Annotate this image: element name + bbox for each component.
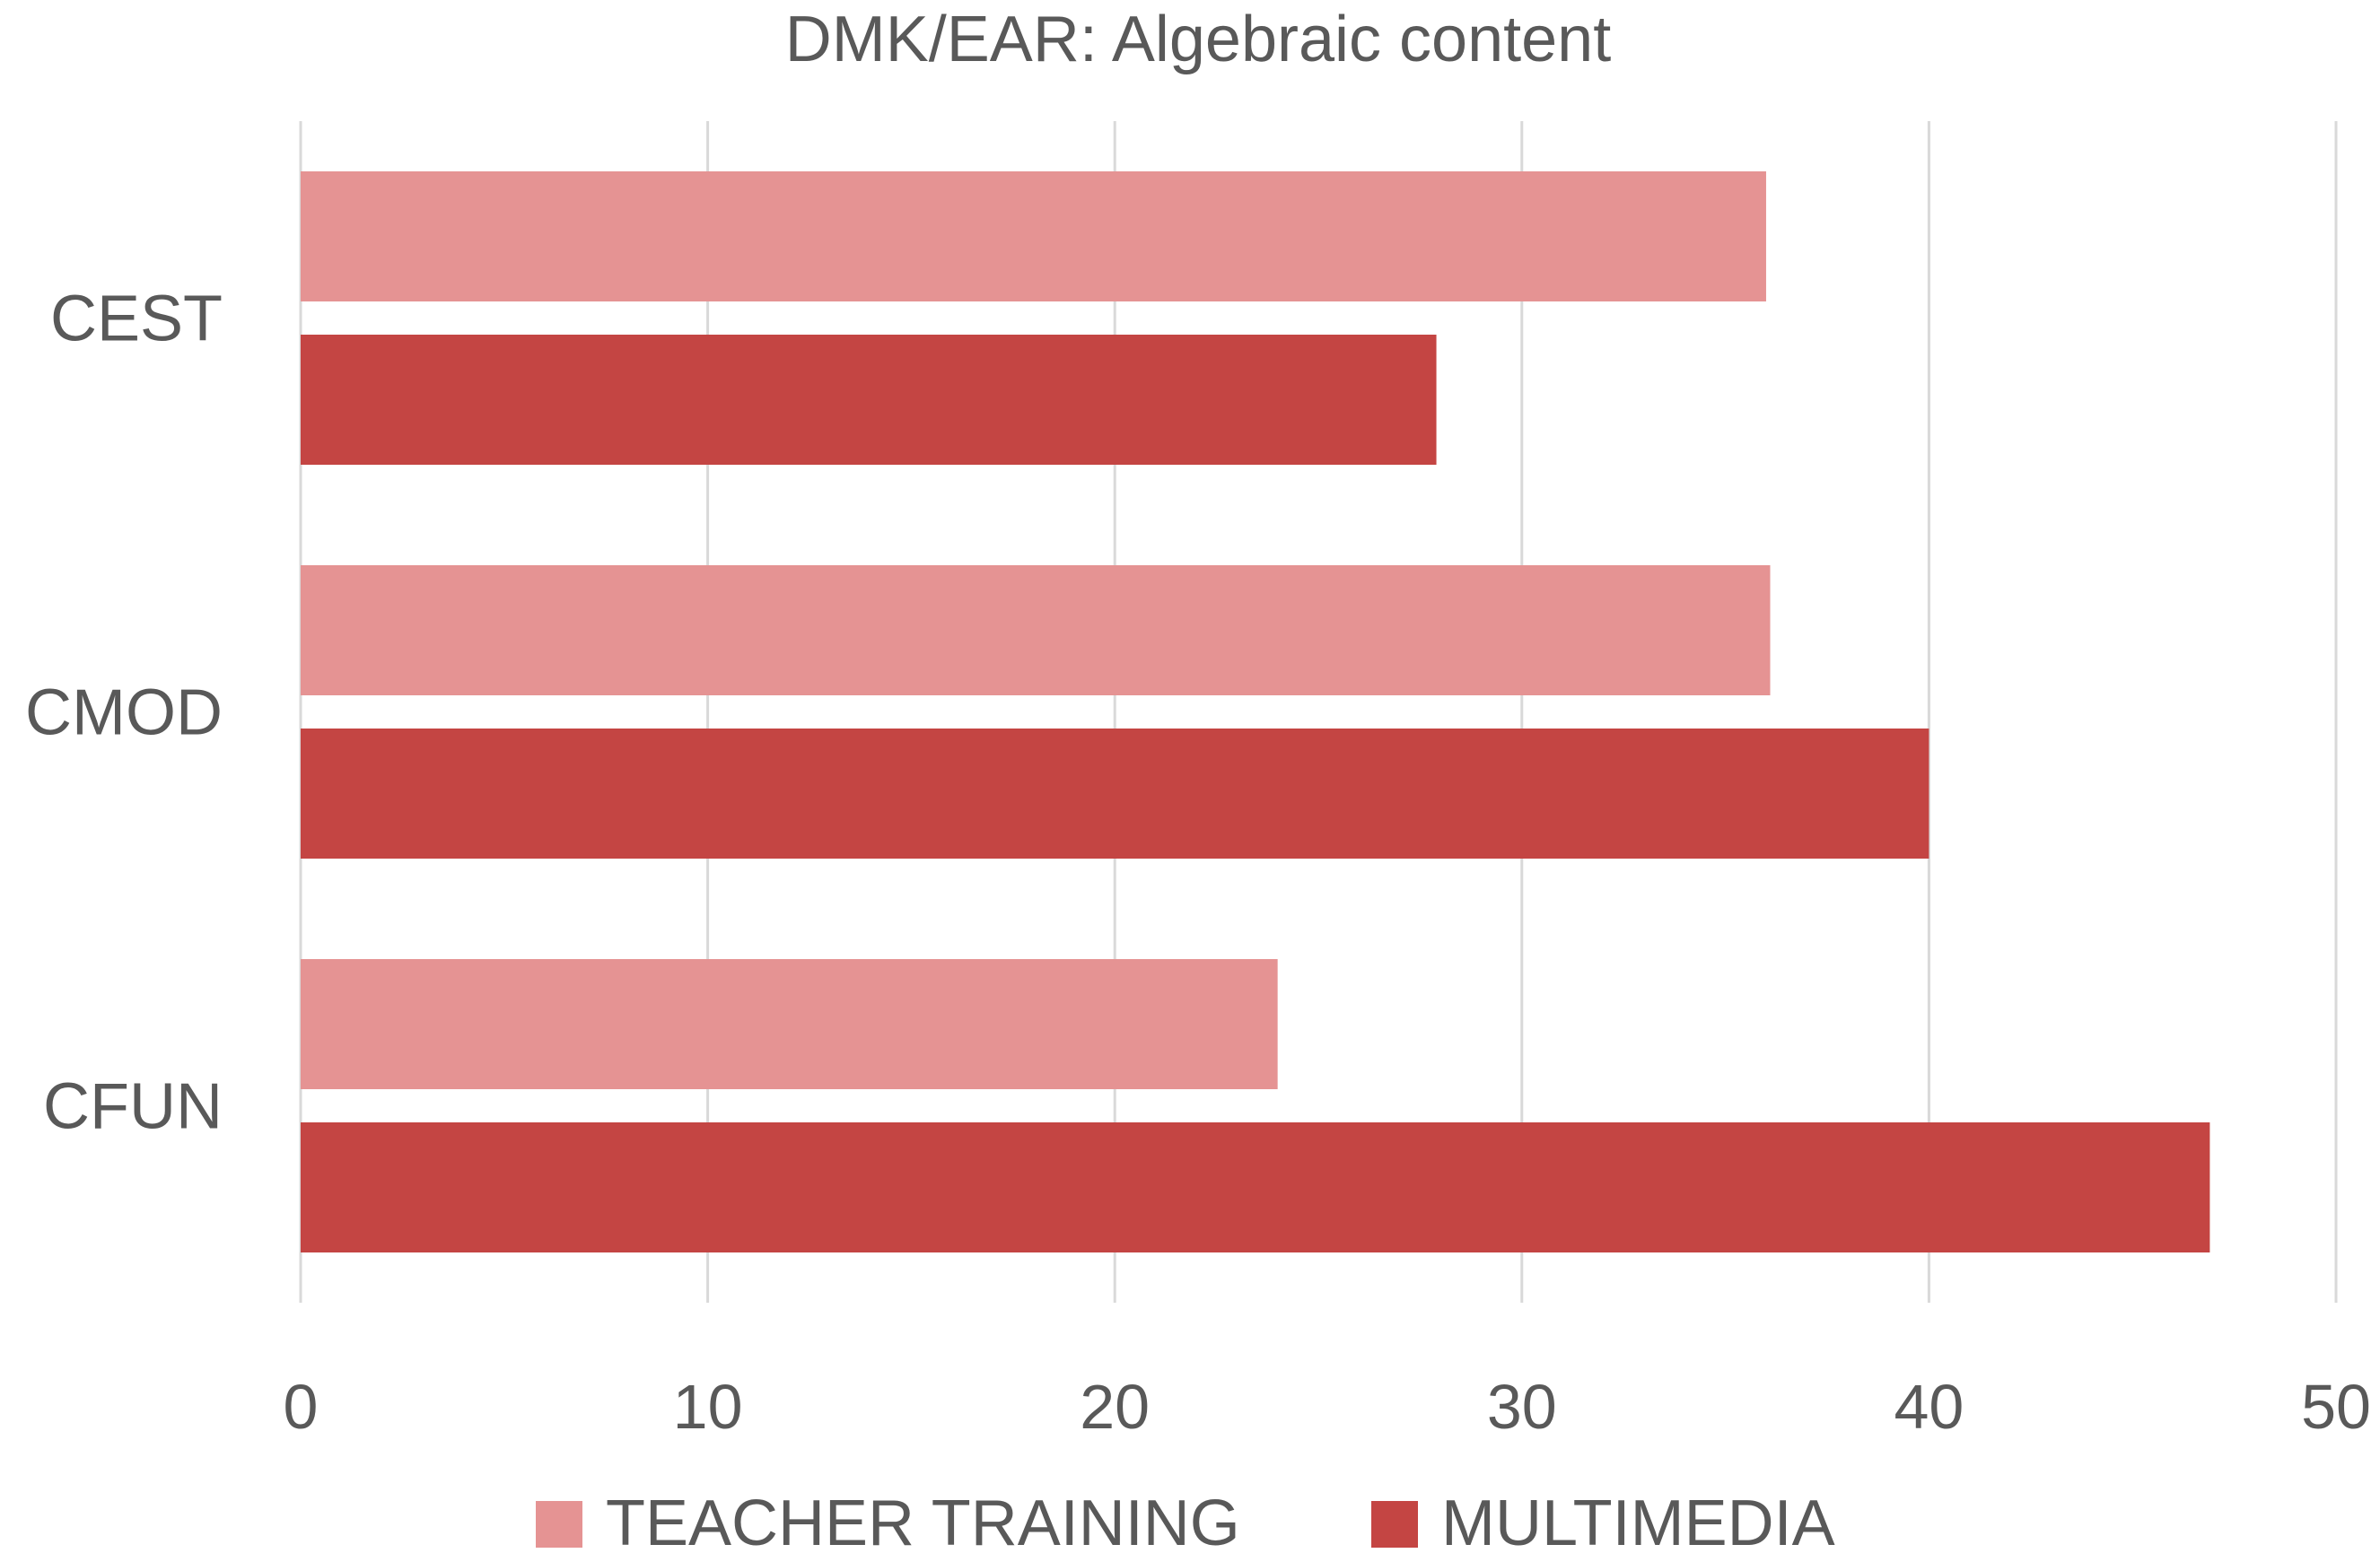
category-label: CEST (50, 284, 223, 355)
bar-multimedia-cest (301, 335, 1437, 465)
legend-swatch (536, 1501, 582, 1548)
bar-multimedia-cfun (301, 1122, 2210, 1252)
x-tick-label: 20 (1080, 1372, 1150, 1442)
legend-swatch (1371, 1501, 1418, 1548)
x-tick-label: 50 (2301, 1372, 2371, 1442)
x-tick-label: 30 (1487, 1372, 1557, 1442)
chart-title: DMK/EAR: Algebraic content (785, 4, 1611, 75)
gridlines (299, 121, 2338, 1303)
x-tick-label: 40 (1894, 1372, 1964, 1442)
x-tick-labels: 0 10 20 30 40 50 (284, 1372, 2371, 1442)
bar-multimedia-cmod (301, 729, 1929, 859)
legend-label: MULTIMEDIA (1441, 1488, 1835, 1559)
bars (301, 171, 2210, 1252)
x-tick-label: 0 (284, 1372, 319, 1442)
x-tick-label: 10 (673, 1372, 743, 1442)
bar-teacher-training-cest (301, 171, 1766, 301)
category-labels: CEST CMOD CFUN (25, 284, 223, 1143)
legend: TEACHER TRAINING MULTIMEDIA (536, 1488, 1835, 1559)
bar-teacher-training-cfun (301, 959, 1278, 1089)
legend-label: TEACHER TRAINING (606, 1488, 1240, 1559)
category-label: CFUN (43, 1071, 223, 1143)
bar-teacher-training-cmod (301, 565, 1771, 695)
category-label: CMOD (25, 677, 223, 749)
